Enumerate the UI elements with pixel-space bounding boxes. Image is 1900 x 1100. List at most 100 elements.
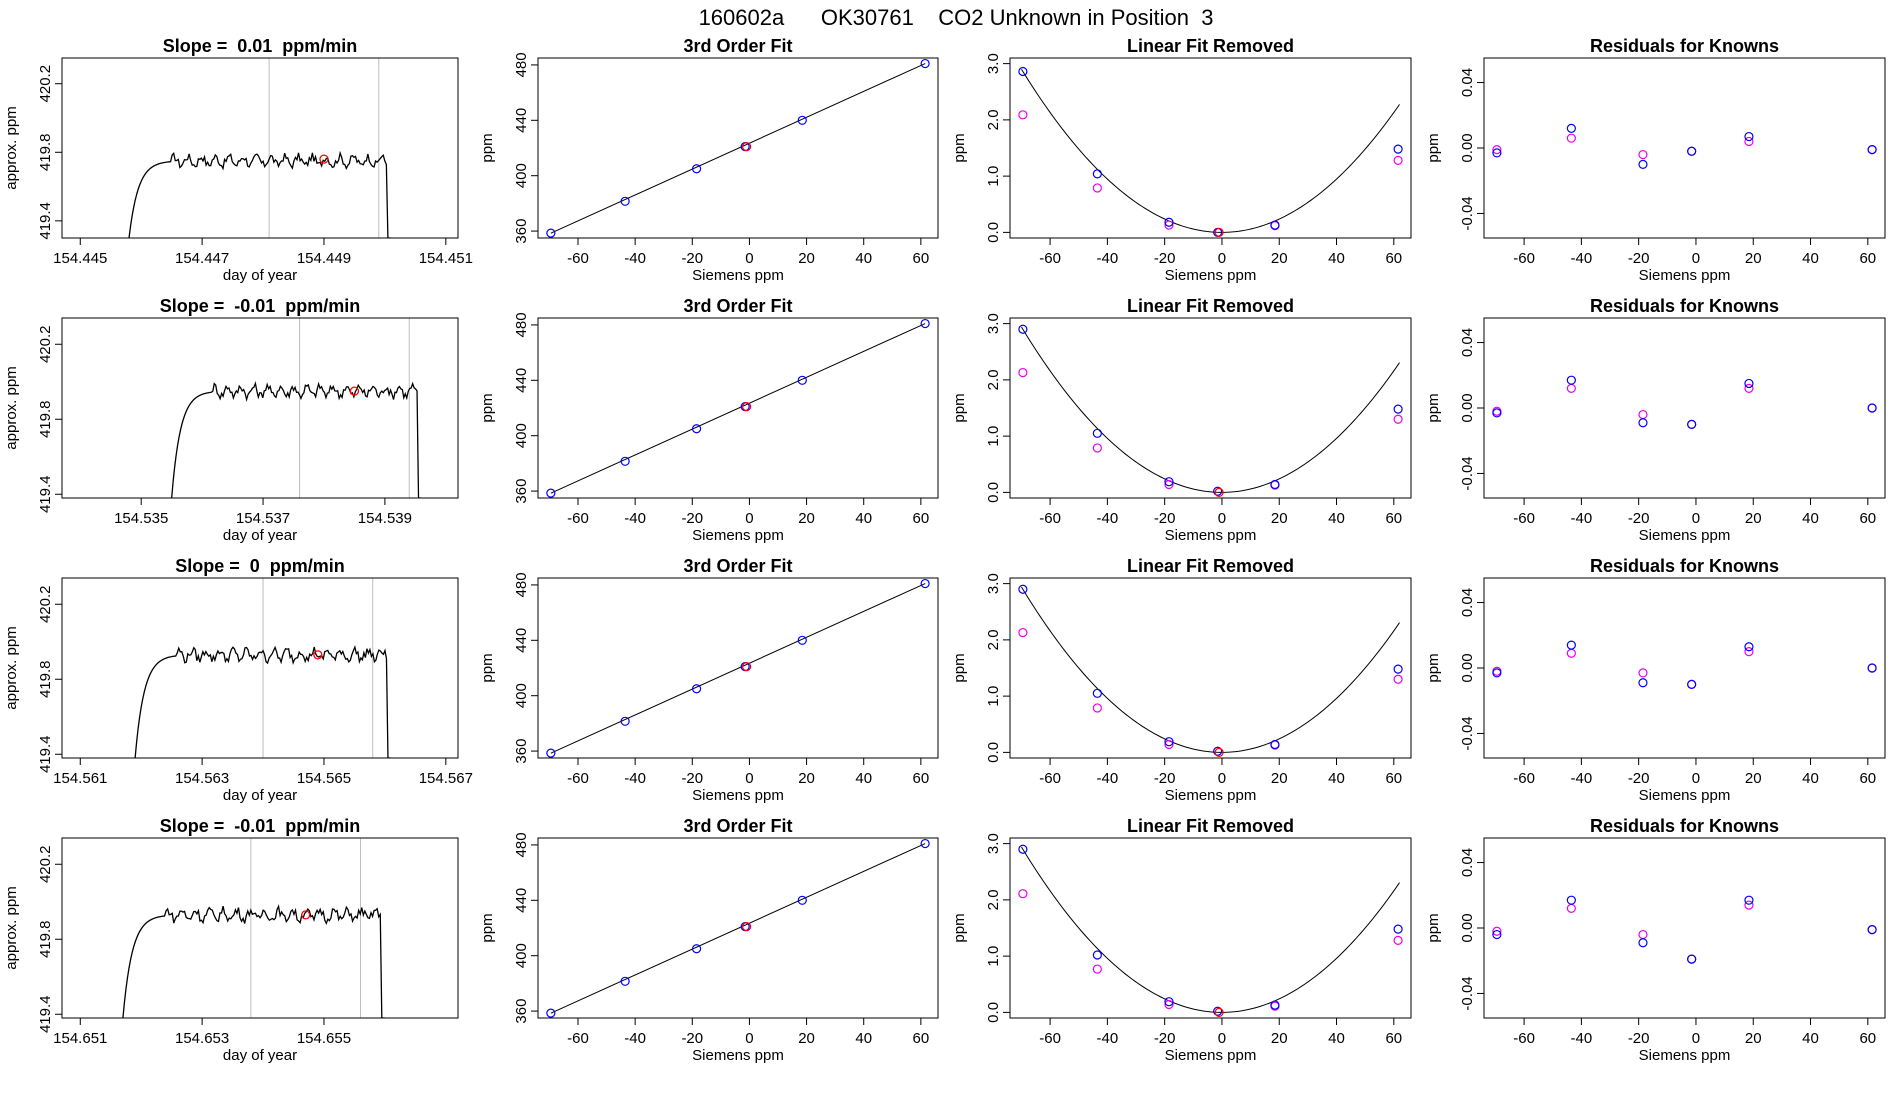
magenta-point xyxy=(1638,929,1648,940)
x-axis-label: Siemens ppm xyxy=(692,787,784,804)
x-tick-label: 0 xyxy=(1692,1030,1700,1047)
y-tick-label: 1.0 xyxy=(985,166,1002,187)
x-tick-label: -60 xyxy=(1513,250,1535,267)
unknown-point xyxy=(741,922,752,932)
y-tick-label: 419.4 xyxy=(37,995,54,1033)
panel-title: Residuals for Knowns xyxy=(1590,36,1779,56)
panel-title: Residuals for Knowns xyxy=(1590,556,1779,576)
known-point xyxy=(1566,375,1576,385)
y-tick-label: 3.0 xyxy=(985,313,1002,334)
x-tick-label: -20 xyxy=(1628,770,1650,787)
y-axis-label: ppm xyxy=(951,913,968,942)
known-point xyxy=(1270,1000,1280,1010)
x-tick-label: 60 xyxy=(1859,510,1876,527)
y-tick-label: 400 xyxy=(513,683,530,708)
x-axis-label: Siemens ppm xyxy=(1165,267,1257,284)
panel-r2-c1: Slope = -0.01 ppm/min 154.535 154.537 154.5… xyxy=(3,296,459,544)
plot-area xyxy=(134,578,391,758)
y-tick-label: -0.04 xyxy=(1459,196,1476,230)
known-point xyxy=(920,838,930,849)
y-axis-label: approx. ppm xyxy=(3,886,20,969)
unknown-point xyxy=(1214,487,1224,497)
y-axis-label: ppm xyxy=(479,393,496,422)
plot-area xyxy=(1492,375,1877,429)
y-axis-label: ppm xyxy=(479,913,496,942)
x-tick-label: 20 xyxy=(798,770,815,787)
panel-title: 3rd Order Fit xyxy=(683,556,792,576)
magenta-point xyxy=(1744,900,1754,910)
known-point xyxy=(1213,746,1223,756)
x-axis-label: day of year xyxy=(223,267,297,284)
x-tick-label: -20 xyxy=(1154,510,1176,527)
known-point xyxy=(1092,428,1102,438)
y-axis-label: ppm xyxy=(1425,133,1442,162)
plot-area xyxy=(122,838,385,1018)
x-tick-label: 60 xyxy=(1385,510,1402,527)
y-tick-label: 0.04 xyxy=(1459,848,1476,877)
y-tick-label: -0.04 xyxy=(1459,976,1476,1010)
x-tick-label: 20 xyxy=(798,250,815,267)
y-tick-label: 419.4 xyxy=(37,475,54,513)
x-axis-label: Siemens ppm xyxy=(1639,787,1731,804)
x-tick-label: 20 xyxy=(1271,250,1288,267)
x-tick-label: 40 xyxy=(1802,510,1819,527)
panel-r2-c4: Residuals for Knowns -60 -40 -20 0 20 40 60 -0.0… xyxy=(1425,296,1886,544)
x-tick-label: 40 xyxy=(1328,250,1345,267)
y-tick-label: 440 xyxy=(513,888,530,913)
plot-area xyxy=(1018,66,1403,237)
x-tick-label: 0 xyxy=(745,770,753,787)
y-tick-label: 3.0 xyxy=(985,573,1002,594)
x-tick-label: 154.567 xyxy=(419,770,473,787)
x-tick-label: -60 xyxy=(1039,250,1061,267)
x-tick-label: -60 xyxy=(567,510,589,527)
known-point xyxy=(1270,220,1280,230)
y-tick-label: -0.04 xyxy=(1459,716,1476,750)
plot-area xyxy=(546,318,930,498)
known-point xyxy=(797,635,807,645)
x-tick-label: -20 xyxy=(1154,250,1176,267)
known-point xyxy=(620,716,630,726)
known-point xyxy=(797,895,807,905)
plot-frame xyxy=(1009,577,1412,759)
x-tick-label: 60 xyxy=(913,250,930,267)
panel-r3-c1: Slope = 0 ppm/min 154.561 154.563 154.565 15… xyxy=(3,556,473,804)
y-tick-label: -0.04 xyxy=(1459,456,1476,490)
known-point xyxy=(1744,378,1754,389)
magenta-point xyxy=(1566,903,1576,913)
y-tick-label: 400 xyxy=(513,943,530,968)
magenta-point xyxy=(1018,889,1028,899)
known-point xyxy=(1018,324,1028,334)
fit-curve xyxy=(1021,326,1400,493)
plot-area xyxy=(1018,844,1403,1017)
magenta-point xyxy=(1638,149,1648,160)
y-tick-label: 419.8 xyxy=(37,400,54,438)
x-tick-label: 60 xyxy=(1385,770,1402,787)
x-tick-label: 0 xyxy=(745,510,753,527)
y-tick-label: 3.0 xyxy=(985,53,1002,74)
x-tick-label: 0 xyxy=(1692,510,1700,527)
x-tick-label: 154.447 xyxy=(175,250,229,267)
x-tick-label: -20 xyxy=(681,510,703,527)
panel-title: Residuals for Knowns xyxy=(1590,816,1779,836)
magenta-point xyxy=(1744,383,1754,393)
x-tick-label: 20 xyxy=(1745,250,1762,267)
panel-title: Linear Fit Removed xyxy=(1127,36,1294,56)
figure-title: 160602a OK30761 CO2 Unknown in Position … xyxy=(699,5,1214,30)
magenta-point xyxy=(1566,383,1576,393)
known-point xyxy=(797,375,807,385)
plot-frame xyxy=(61,837,459,1019)
x-tick-label: 154.653 xyxy=(175,1030,229,1047)
x-tick-label: -40 xyxy=(1097,510,1119,527)
panel-title: Slope = -0.01 ppm/min xyxy=(160,296,361,316)
x-tick-label: -20 xyxy=(1154,770,1176,787)
x-tick-label: 154.537 xyxy=(236,510,290,527)
known-point xyxy=(691,424,702,434)
y-tick-label: 420.2 xyxy=(37,65,54,103)
x-axis-label: Siemens ppm xyxy=(1639,267,1731,284)
x-tick-label: 40 xyxy=(1328,770,1345,787)
known-point xyxy=(1687,679,1697,689)
x-tick-label: -60 xyxy=(1039,510,1061,527)
known-point xyxy=(691,164,702,174)
x-axis-label: Siemens ppm xyxy=(1639,1047,1731,1064)
